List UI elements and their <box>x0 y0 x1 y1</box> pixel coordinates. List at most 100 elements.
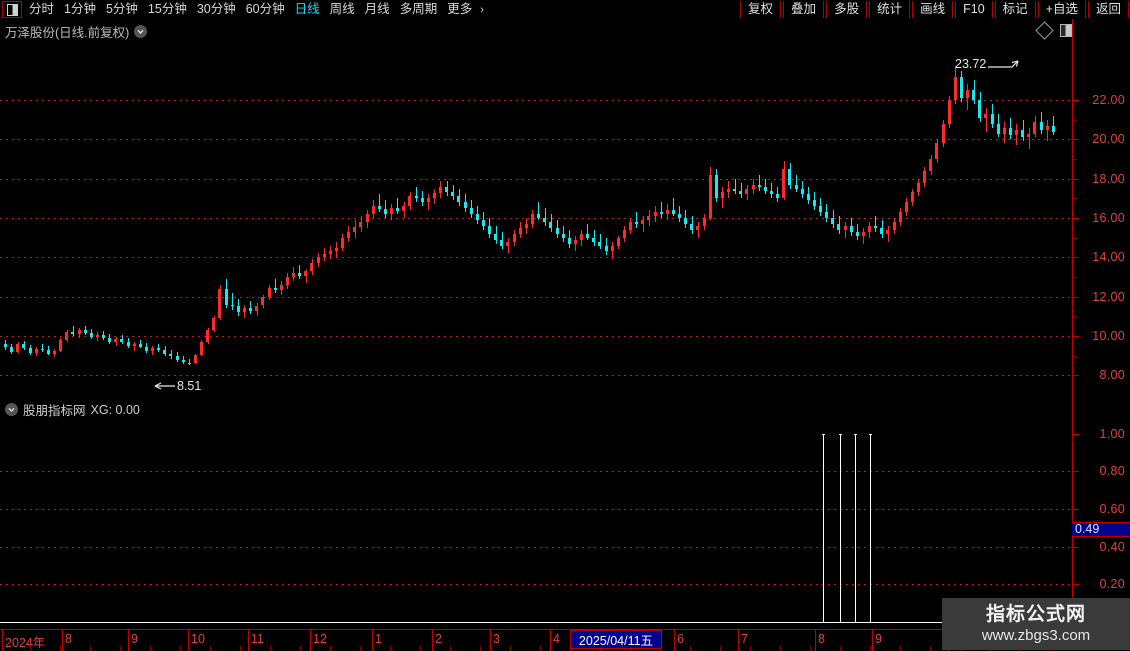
toolbar-button-0[interactable]: 复权 <box>740 1 782 18</box>
candle-body <box>83 330 87 333</box>
indicator-baseline <box>0 622 1072 623</box>
candle-body <box>524 223 528 228</box>
signal-spike-1 <box>840 433 841 622</box>
price-plot-area[interactable]: 23.72 8.51 <box>0 19 1072 397</box>
candle-wick <box>1053 115 1055 136</box>
toolbar-button-6[interactable]: 标记 <box>994 1 1036 18</box>
price-y-label: 8.00 <box>1099 368 1125 383</box>
period-tab-7[interactable]: 周线 <box>329 2 355 16</box>
candle-body <box>359 221 363 227</box>
toolbar-button-7[interactable]: +自选 <box>1037 1 1086 18</box>
toolbar-button-5[interactable]: F10 <box>955 1 993 18</box>
candle-body <box>714 174 718 199</box>
toolbar-button-4[interactable]: 画线 <box>912 1 954 18</box>
candle-body <box>745 188 749 195</box>
selected-date-badge[interactable]: 2025/04/11五 <box>570 630 662 649</box>
candle-body <box>402 206 406 212</box>
candle-body <box>488 225 492 234</box>
candle-body <box>512 233 516 242</box>
candle-body <box>531 214 534 224</box>
period-tab-4[interactable]: 30分钟 <box>196 2 236 16</box>
price-y-minor-tick <box>1073 277 1077 278</box>
candle-body <box>647 216 651 220</box>
date-tick <box>372 630 373 651</box>
toolbar-button-1[interactable]: 叠加 <box>783 1 825 18</box>
date-minor-tick <box>60 646 61 651</box>
price-y-label: 16.00 <box>1092 211 1125 226</box>
date-label: 12 <box>313 632 327 646</box>
price-gridline <box>0 296 1072 298</box>
split-panel-icon[interactable] <box>1060 24 1072 37</box>
chevron-down-circle-icon[interactable] <box>5 403 18 416</box>
candle-body <box>206 330 210 342</box>
indicator-pane[interactable]: 股朋指标网 XG: 0.00 1.00 0.80 0.60 0.40 0.20 0.49 <box>0 397 1130 629</box>
toolbar-button-3[interactable]: 统计 <box>869 1 911 18</box>
candle-body <box>917 182 921 193</box>
date-label: 3 <box>493 632 500 646</box>
date-minor-tick <box>90 646 91 651</box>
period-tab-5[interactable]: 60分钟 <box>245 2 285 16</box>
period-tab-0[interactable]: 分时 <box>29 2 55 16</box>
candle-body <box>1051 125 1055 132</box>
price-y-minor-tick <box>1073 198 1077 200</box>
candle-wick <box>158 343 160 352</box>
period-tab-8[interactable]: 月线 <box>364 2 390 16</box>
candle-body <box>923 170 927 183</box>
price-chart-pane[interactable]: 万泽股份(日线.前复权) 23.72 8.51 22.00 20.00 18.00 16… <box>0 19 1130 397</box>
candle-wick <box>72 326 74 336</box>
candle-wick <box>740 182 742 199</box>
diamond-icon[interactable] <box>1035 21 1054 40</box>
candle-body <box>996 123 1000 134</box>
indicator-y-tick <box>1073 546 1079 548</box>
candle-wick <box>759 174 761 191</box>
indicator-title-bar[interactable]: 股朋指标网 XG: 0.00 <box>5 400 140 419</box>
candle-body <box>757 184 761 187</box>
period-tab-6[interactable]: 日线 <box>294 2 320 16</box>
period-tab-3[interactable]: 15分钟 <box>147 2 187 16</box>
price-y-minor-tick <box>1073 355 1077 357</box>
candle-body <box>169 353 173 356</box>
period-tab-9[interactable]: 多周期 <box>399 2 438 16</box>
symbol-title-bar[interactable]: 万泽股份(日线.前复权) <box>5 22 148 41</box>
candle-body <box>457 196 461 203</box>
price-y-tick <box>1073 296 1079 298</box>
price-gridline <box>0 139 1072 141</box>
period-tab-2[interactable]: 5分钟 <box>105 2 138 16</box>
toolbar-button-8[interactable]: 返回 <box>1087 1 1129 18</box>
price-y-tick <box>1073 375 1079 377</box>
candle-body <box>71 332 75 334</box>
period-tab-10[interactable]: 更多 <box>447 2 473 16</box>
candle-body <box>16 343 20 352</box>
date-tick <box>490 630 491 651</box>
candle-body <box>353 226 357 232</box>
indicator-plot-area[interactable] <box>0 397 1072 629</box>
candle-body <box>390 208 394 215</box>
indicator-gridline <box>0 546 1072 548</box>
candle-body <box>187 362 191 364</box>
chevron-right-icon[interactable]: › <box>480 3 484 16</box>
top-toolbar: 分时 1分钟 5分钟 15分钟 30分钟 60分钟 日线 周线 月线 多周期 更多 › 复权 叠加 多股统… <box>0 0 1130 20</box>
candle-body <box>396 208 400 212</box>
period-tab-1[interactable]: 1分钟 <box>64 2 96 16</box>
candle-body <box>616 237 620 246</box>
candle-body <box>28 347 32 353</box>
date-axis[interactable]: 2024年8910111212346789102025/04/11五 <box>0 629 1130 651</box>
date-tick <box>674 630 675 651</box>
candle-body <box>659 212 663 215</box>
candle-body <box>518 227 522 234</box>
toolbar-button-2[interactable]: 多股 <box>826 1 868 18</box>
candle-body <box>880 227 884 234</box>
candle-wick <box>636 212 638 228</box>
toolbar-spacer <box>487 0 739 19</box>
candle-body <box>671 210 675 215</box>
candle-body <box>365 214 369 222</box>
price-y-tick <box>1073 100 1079 102</box>
price-gridline <box>0 335 1072 337</box>
panel-toggle-icon[interactable] <box>2 1 22 18</box>
chevron-down-circle-icon[interactable] <box>134 25 148 38</box>
candle-body <box>1039 121 1043 130</box>
candle-body <box>653 212 657 217</box>
candle-body <box>800 188 804 195</box>
date-tick <box>550 630 551 651</box>
date-minor-tick <box>420 646 421 651</box>
